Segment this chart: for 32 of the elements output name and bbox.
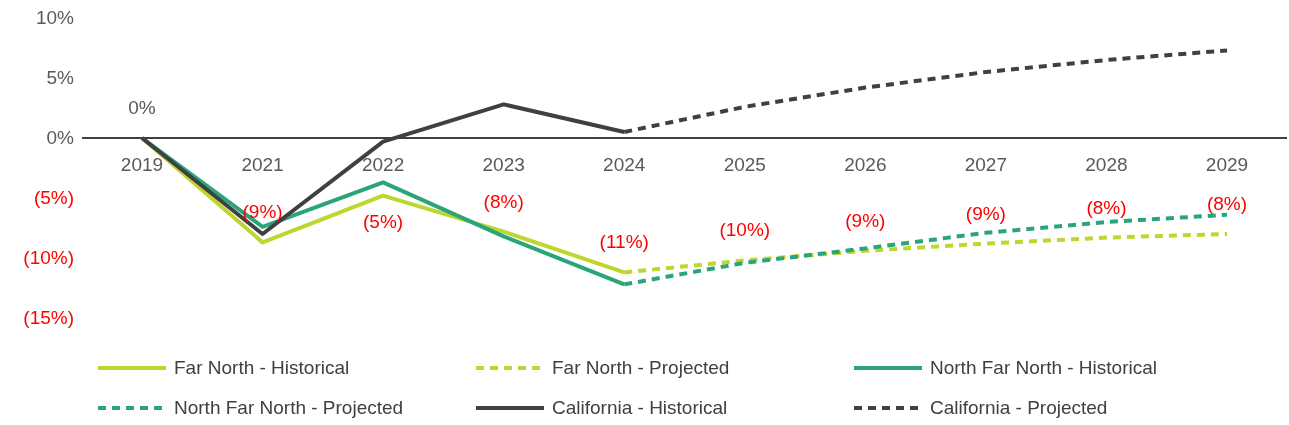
x-tick-label: 2021 [241, 154, 284, 175]
data-label: (9%) [242, 201, 283, 223]
y-tick-label: (10%) [23, 247, 74, 268]
x-tick-label: 2023 [482, 154, 525, 175]
x-tick-label: 2028 [1085, 154, 1128, 175]
x-tick-label: 2029 [1205, 154, 1249, 175]
data-label: (8%) [1206, 193, 1248, 214]
data-label: (8%) [1086, 196, 1127, 218]
y-tick-label: (15%) [23, 307, 74, 328]
y-tick-label: 5% [46, 67, 75, 88]
data-label: (9%) [965, 202, 1006, 224]
x-tick-label: 2024 [603, 154, 646, 175]
x-tick-label: 2025 [723, 154, 766, 175]
data-label: 0% [128, 97, 156, 118]
data-label: (10%) [719, 219, 771, 241]
legend-label: North Far North - Projected [173, 397, 405, 419]
x-tick-label: 2019 [120, 154, 164, 175]
legend-label: Far North - Projected [551, 357, 731, 379]
legend-label: California - Historical [551, 397, 729, 419]
x-tick-label: 2022 [361, 154, 405, 175]
legend-label: Far North - Historical [173, 357, 351, 379]
x-tick-label: 2026 [844, 154, 887, 175]
legend-label: North Far North - Historical [929, 357, 1158, 379]
data-label: (9%) [845, 209, 886, 231]
y-tick-label: (5%) [33, 187, 74, 208]
data-label: (5%) [363, 210, 404, 232]
y-tick-label: 10% [35, 7, 75, 28]
data-label: (8%) [483, 190, 524, 212]
data-label: (11%) [599, 231, 649, 253]
y-tick-label: 0% [46, 127, 75, 148]
x-tick-label: 2027 [964, 154, 1008, 175]
legend-label: California - Projected [929, 397, 1109, 419]
